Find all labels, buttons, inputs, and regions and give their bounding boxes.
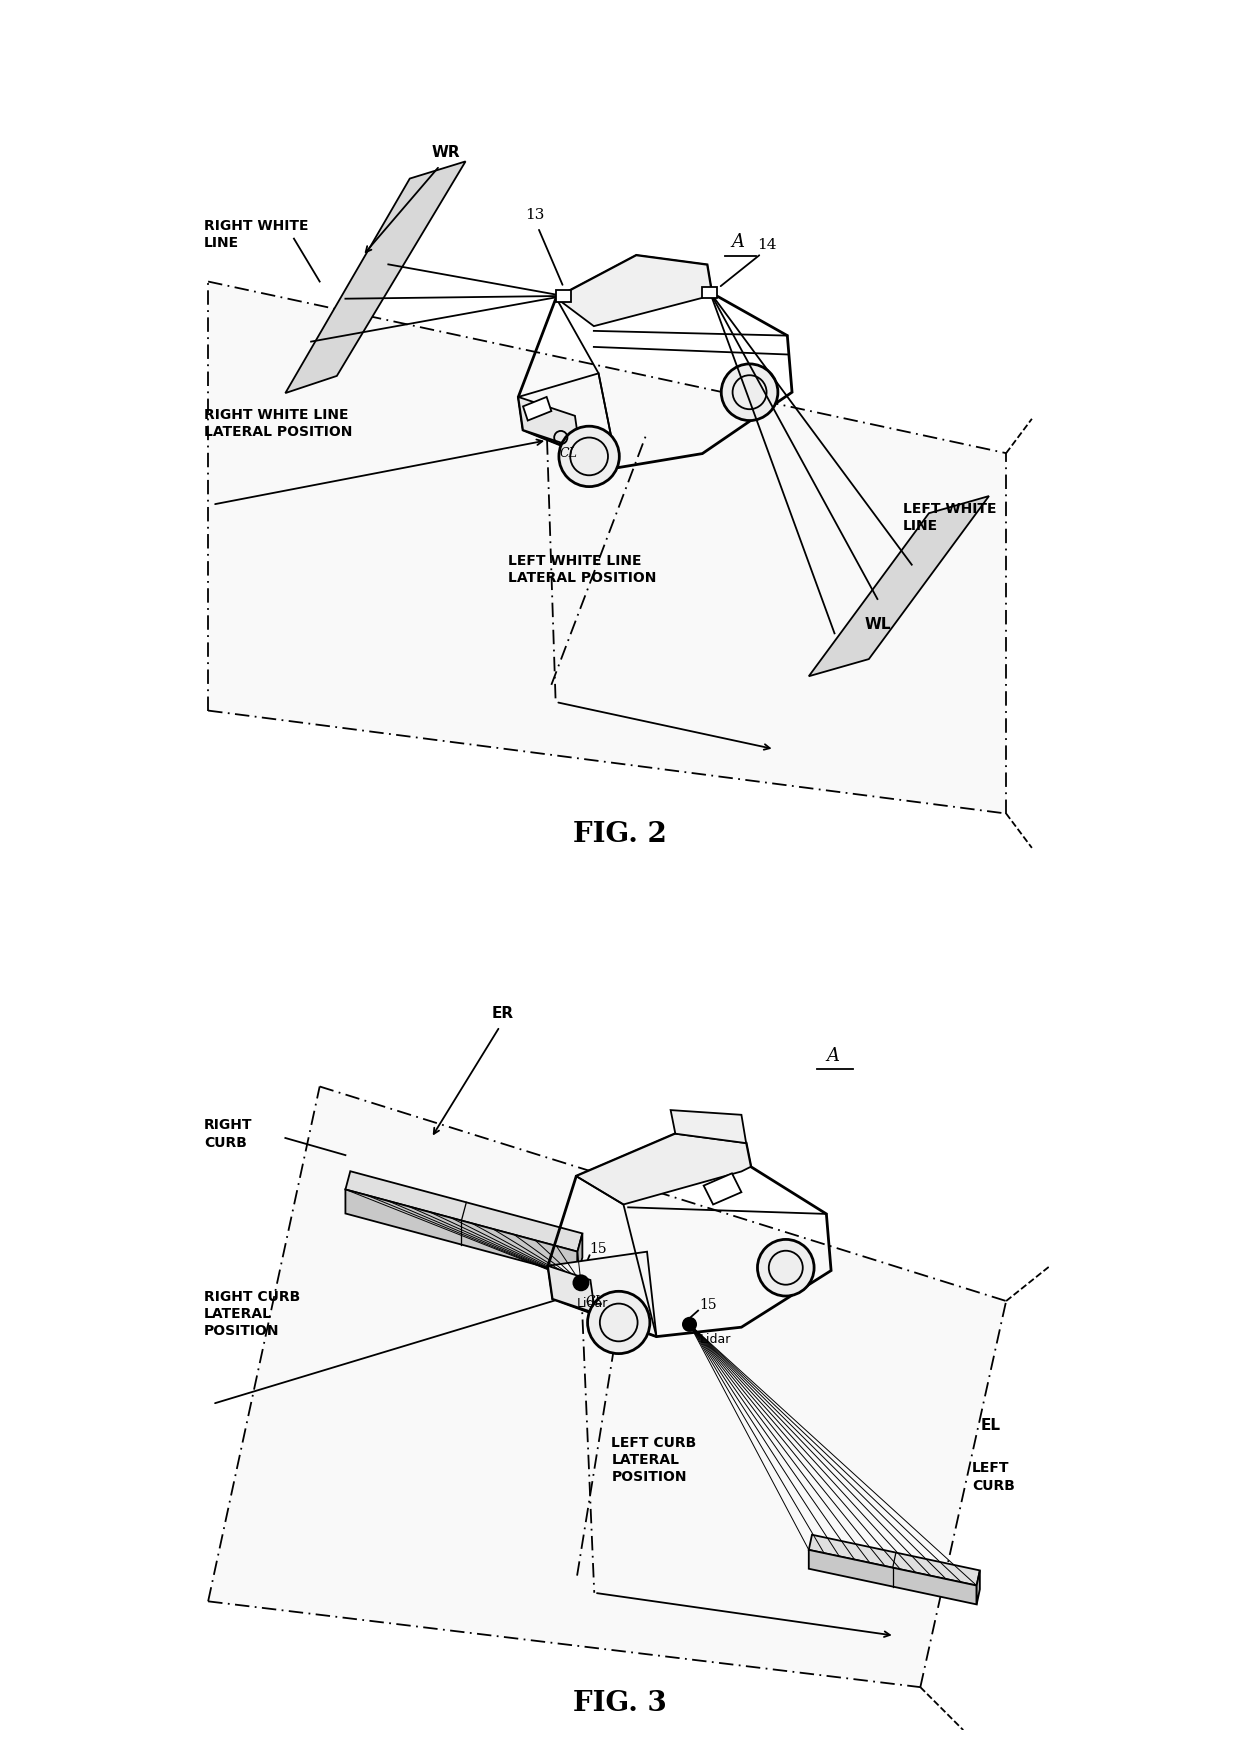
- Text: RIGHT
CURB: RIGHT CURB: [203, 1119, 252, 1150]
- Text: CL: CL: [560, 448, 578, 460]
- Text: 15: 15: [699, 1298, 718, 1311]
- Text: 15: 15: [589, 1242, 608, 1256]
- Polygon shape: [523, 398, 552, 420]
- Circle shape: [573, 1275, 589, 1291]
- Polygon shape: [556, 255, 712, 327]
- Circle shape: [559, 426, 619, 486]
- Text: ER: ER: [491, 1006, 513, 1021]
- Polygon shape: [518, 373, 618, 467]
- Text: RIGHT WHITE
LINE: RIGHT WHITE LINE: [203, 219, 309, 250]
- Polygon shape: [671, 1110, 746, 1143]
- Text: A: A: [826, 1047, 839, 1065]
- Polygon shape: [808, 1536, 980, 1586]
- Bar: [702, 287, 718, 297]
- Text: FIG. 3: FIG. 3: [573, 1690, 667, 1718]
- Text: A: A: [732, 233, 744, 252]
- Circle shape: [588, 1291, 650, 1353]
- Text: 13: 13: [525, 208, 544, 222]
- Text: RIGHT CURB
LATERAL
POSITION: RIGHT CURB LATERAL POSITION: [203, 1291, 300, 1337]
- Text: LEFT CURB
LATERAL
POSITION: LEFT CURB LATERAL POSITION: [611, 1435, 697, 1483]
- Polygon shape: [808, 497, 990, 676]
- Circle shape: [758, 1240, 815, 1296]
- Polygon shape: [808, 1549, 977, 1605]
- Polygon shape: [703, 1172, 742, 1204]
- Text: Lidar: Lidar: [699, 1334, 732, 1346]
- Polygon shape: [346, 1171, 583, 1252]
- Polygon shape: [285, 162, 465, 393]
- Text: RIGHT WHITE LINE
LATERAL POSITION: RIGHT WHITE LINE LATERAL POSITION: [203, 408, 352, 439]
- Polygon shape: [977, 1570, 980, 1605]
- Polygon shape: [518, 398, 579, 448]
- Polygon shape: [208, 1086, 1006, 1687]
- Polygon shape: [578, 1233, 583, 1275]
- Circle shape: [722, 365, 777, 420]
- Polygon shape: [346, 1190, 578, 1275]
- Polygon shape: [548, 1266, 595, 1313]
- Text: WR: WR: [432, 146, 460, 160]
- Text: FIG. 2: FIG. 2: [573, 822, 667, 848]
- Polygon shape: [577, 1134, 751, 1204]
- Text: 14: 14: [758, 238, 776, 252]
- Text: EL: EL: [981, 1417, 1001, 1433]
- Text: WL: WL: [864, 617, 892, 632]
- Text: CL: CL: [585, 1296, 604, 1308]
- Text: LEFT
CURB: LEFT CURB: [972, 1461, 1014, 1492]
- Polygon shape: [208, 281, 1006, 813]
- Polygon shape: [548, 1252, 656, 1337]
- Bar: [556, 290, 572, 302]
- Text: Lidar: Lidar: [577, 1298, 608, 1310]
- Circle shape: [683, 1318, 696, 1331]
- Text: LEFT WHITE LINE
LATERAL POSITION: LEFT WHITE LINE LATERAL POSITION: [508, 554, 657, 585]
- Text: LEFT WHITE
LINE: LEFT WHITE LINE: [903, 502, 997, 533]
